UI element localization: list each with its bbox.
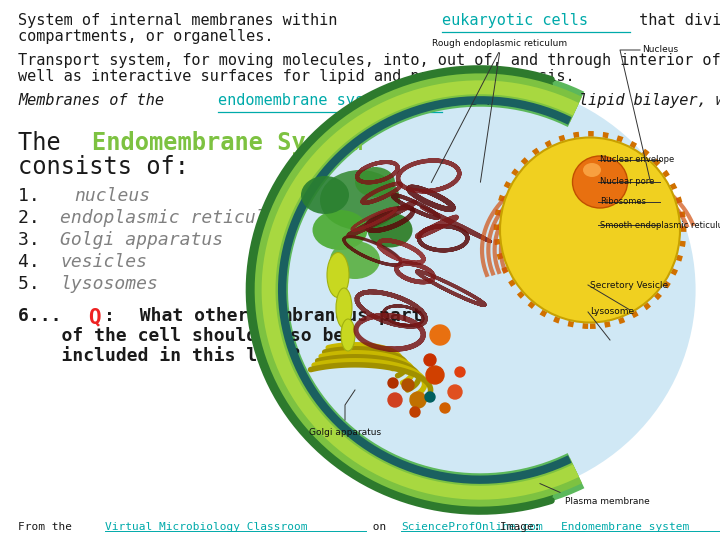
Text: Nucleus: Nucleus bbox=[642, 45, 678, 55]
Text: Secretory Vesicle: Secretory Vesicle bbox=[590, 280, 668, 289]
Ellipse shape bbox=[330, 241, 380, 279]
Text: endoplasmic reticulum: endoplasmic reticulum bbox=[60, 209, 289, 227]
Text: well as interactive surfaces for lipid and protein synthesis.: well as interactive surfaces for lipid a… bbox=[18, 69, 575, 84]
Circle shape bbox=[455, 367, 465, 377]
Text: 4.: 4. bbox=[18, 253, 50, 271]
Text: Virtual Microbiology Classroom: Virtual Microbiology Classroom bbox=[105, 522, 307, 532]
Text: lysosomes: lysosomes bbox=[60, 275, 158, 293]
Text: Membranes of the: Membranes of the bbox=[18, 93, 173, 108]
Text: Plasma membrane: Plasma membrane bbox=[565, 497, 649, 506]
Text: Smooth endoplasmic reticulum: Smooth endoplasmic reticulum bbox=[600, 220, 720, 230]
Ellipse shape bbox=[355, 167, 395, 197]
Circle shape bbox=[426, 366, 444, 384]
Text: From the: From the bbox=[18, 522, 86, 532]
Circle shape bbox=[410, 392, 426, 408]
Text: of the cell should also be: of the cell should also be bbox=[18, 327, 344, 345]
Text: What other membranous part: What other membranous part bbox=[119, 307, 423, 325]
Ellipse shape bbox=[500, 138, 680, 322]
Ellipse shape bbox=[583, 163, 601, 177]
Text: nucleus: nucleus bbox=[74, 187, 150, 205]
Text: Image:: Image: bbox=[500, 522, 547, 532]
Text: compartments, or organelles.: compartments, or organelles. bbox=[18, 29, 274, 44]
Ellipse shape bbox=[301, 176, 349, 214]
Text: endomembrane system: endomembrane system bbox=[218, 93, 392, 108]
Ellipse shape bbox=[320, 170, 400, 230]
Text: Endomembrane System: Endomembrane System bbox=[91, 131, 362, 155]
Ellipse shape bbox=[264, 81, 696, 499]
Ellipse shape bbox=[336, 288, 352, 328]
Text: 2.: 2. bbox=[18, 209, 50, 227]
Text: :: : bbox=[104, 307, 115, 325]
Ellipse shape bbox=[367, 213, 413, 247]
Ellipse shape bbox=[327, 253, 349, 298]
Ellipse shape bbox=[312, 210, 367, 250]
Circle shape bbox=[425, 392, 435, 402]
Text: ScienceProfOnline.com: ScienceProfOnline.com bbox=[401, 522, 543, 532]
Text: Nuclear envelope: Nuclear envelope bbox=[600, 156, 674, 165]
Circle shape bbox=[448, 385, 462, 399]
Text: consists of:: consists of: bbox=[18, 155, 189, 179]
Text: The: The bbox=[18, 131, 75, 155]
Ellipse shape bbox=[572, 156, 628, 208]
Circle shape bbox=[410, 407, 420, 417]
Text: Ribosomes: Ribosomes bbox=[600, 198, 646, 206]
Text: Endomembrane system: Endomembrane system bbox=[561, 522, 689, 532]
Text: Nuclear pore: Nuclear pore bbox=[600, 178, 654, 186]
Circle shape bbox=[402, 379, 414, 391]
Text: are made of a lipid bilayer, with proteins.: are made of a lipid bilayer, with protei… bbox=[442, 93, 720, 108]
Text: on: on bbox=[366, 522, 393, 532]
Text: Q: Q bbox=[88, 307, 101, 327]
Text: 1.: 1. bbox=[18, 187, 61, 205]
Text: Lysosome: Lysosome bbox=[590, 307, 634, 316]
Text: Transport system, for moving molecules, into, out of, and through interior of ce: Transport system, for moving molecules, … bbox=[18, 53, 720, 68]
Text: Golgi apparatus: Golgi apparatus bbox=[60, 231, 223, 249]
Text: vesicles: vesicles bbox=[60, 253, 147, 271]
Text: 5.: 5. bbox=[18, 275, 50, 293]
Circle shape bbox=[424, 354, 436, 366]
Circle shape bbox=[388, 393, 402, 407]
Circle shape bbox=[440, 403, 450, 413]
Text: Rough endoplasmic reticulum: Rough endoplasmic reticulum bbox=[433, 39, 567, 48]
Text: System of internal membranes within: System of internal membranes within bbox=[18, 13, 346, 28]
Text: 6...: 6... bbox=[18, 307, 73, 325]
Text: that divide the cell into: that divide the cell into bbox=[630, 13, 720, 28]
Circle shape bbox=[388, 378, 398, 388]
Text: included in this list?: included in this list? bbox=[18, 347, 301, 365]
Text: 3.: 3. bbox=[18, 231, 50, 249]
Circle shape bbox=[430, 325, 450, 345]
Text: eukaryotic cells: eukaryotic cells bbox=[442, 13, 588, 28]
Text: Golgi apparatus: Golgi apparatus bbox=[309, 428, 381, 437]
Ellipse shape bbox=[341, 319, 355, 351]
